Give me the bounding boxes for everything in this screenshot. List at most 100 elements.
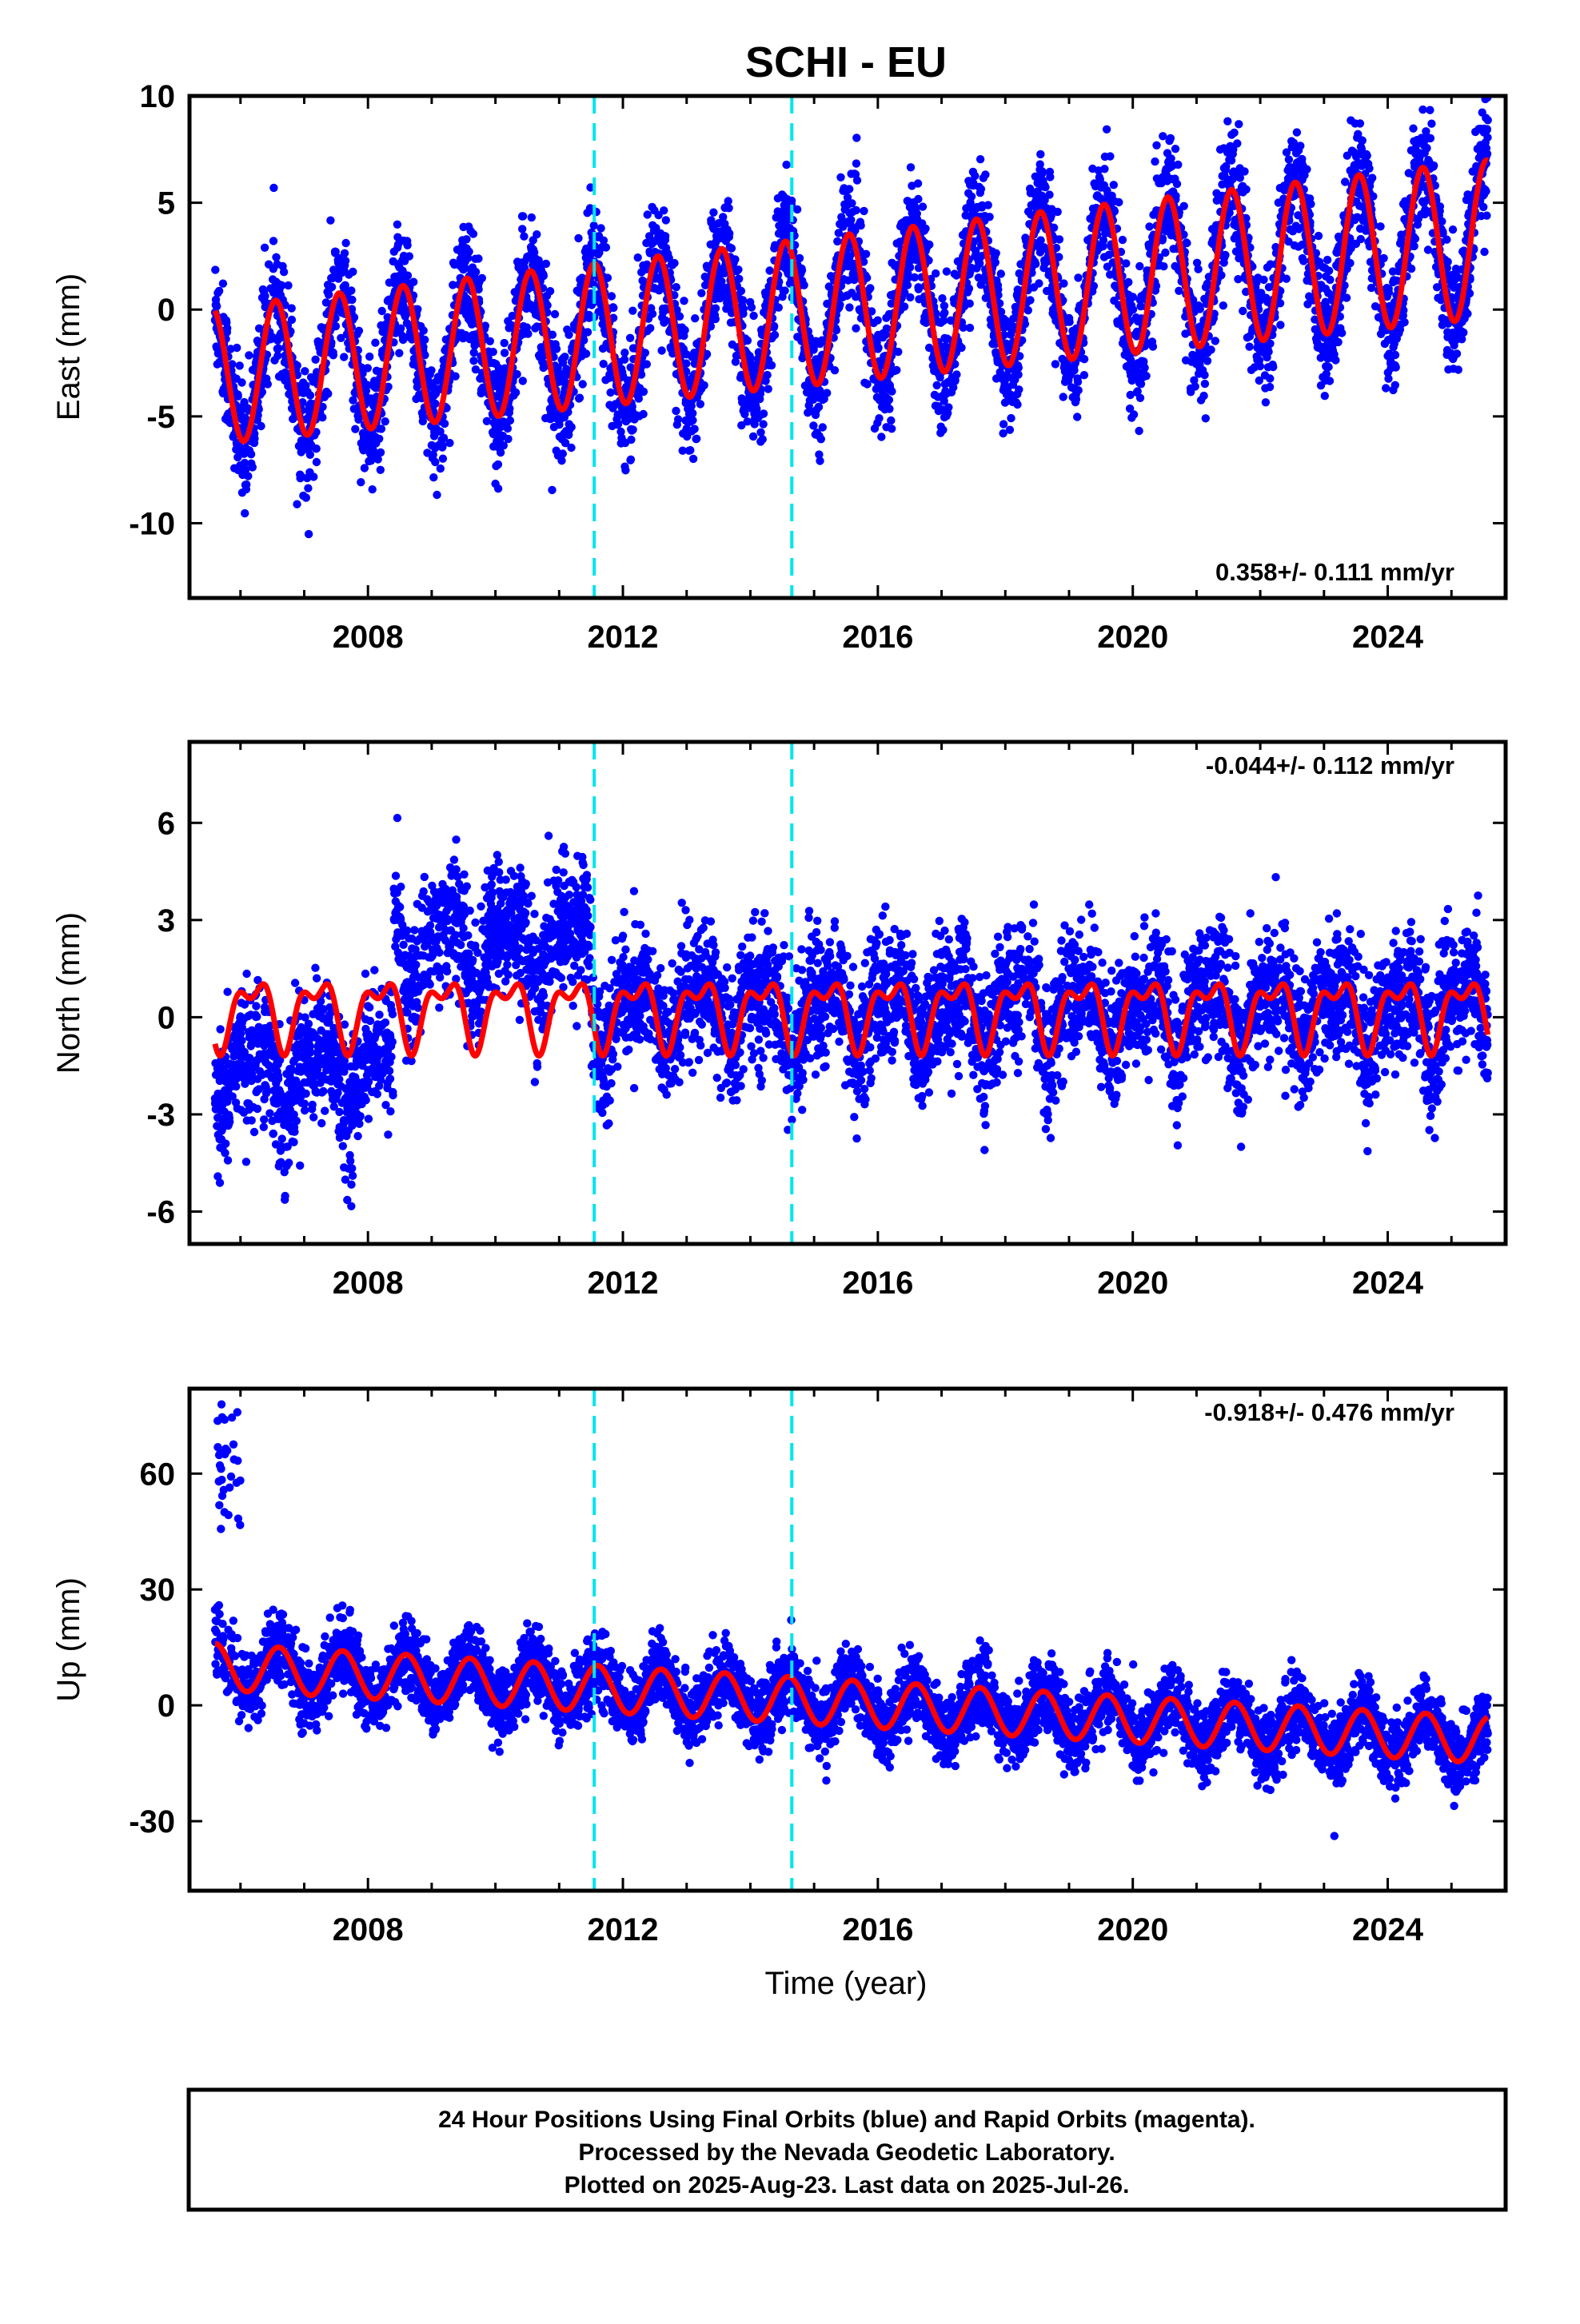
position-point xyxy=(877,433,886,441)
position-point xyxy=(1159,262,1168,271)
position-point xyxy=(393,220,402,229)
position-point xyxy=(1129,410,1139,419)
position-point xyxy=(381,417,389,426)
position-point xyxy=(309,472,318,481)
position-point xyxy=(1233,139,1242,148)
position-point xyxy=(639,387,648,397)
position-point xyxy=(583,328,592,337)
position-point xyxy=(465,247,473,256)
position-point xyxy=(298,398,307,407)
position-point xyxy=(433,490,441,500)
position-point xyxy=(682,359,691,368)
position-point xyxy=(1200,370,1209,380)
position-point xyxy=(260,243,269,252)
position-point xyxy=(780,286,789,295)
position-point xyxy=(500,349,509,357)
position-point xyxy=(1079,355,1089,364)
position-point xyxy=(764,385,772,393)
position-point xyxy=(1217,271,1226,280)
position-point xyxy=(1106,152,1115,161)
position-point xyxy=(696,400,704,409)
position-point xyxy=(1031,260,1040,269)
position-point xyxy=(513,369,521,379)
position-point xyxy=(578,380,587,389)
position-point xyxy=(724,197,732,205)
position-point xyxy=(1324,266,1334,275)
position-point xyxy=(1275,299,1285,308)
position-point xyxy=(727,244,736,253)
position-point xyxy=(503,424,513,433)
position-point xyxy=(952,370,961,379)
position-point xyxy=(903,281,912,289)
position-point xyxy=(1059,393,1067,401)
position-point xyxy=(1266,374,1275,383)
position-point xyxy=(533,230,541,239)
position-point xyxy=(759,409,768,418)
position-point xyxy=(984,201,992,209)
position-point xyxy=(272,253,281,261)
position-point xyxy=(866,284,875,293)
position-point xyxy=(965,299,974,308)
position-point xyxy=(449,281,457,289)
position-point xyxy=(634,394,643,403)
position-point xyxy=(493,460,503,469)
position-point xyxy=(800,281,808,289)
position-point xyxy=(670,258,679,268)
position-point xyxy=(331,247,340,256)
position-point xyxy=(263,380,272,389)
position-point xyxy=(301,367,309,376)
position-point xyxy=(341,238,350,248)
position-point xyxy=(349,396,357,405)
position-point xyxy=(575,393,585,402)
position-point xyxy=(1089,281,1099,290)
position-point xyxy=(1035,160,1044,169)
plot-area-east xyxy=(210,96,1492,598)
position-point xyxy=(419,342,428,352)
position-point xyxy=(910,273,920,282)
position-point xyxy=(603,273,612,282)
position-point xyxy=(1240,167,1249,176)
position-point xyxy=(852,176,862,185)
position-point xyxy=(914,194,923,204)
position-point xyxy=(1261,398,1271,407)
position-point xyxy=(539,271,548,281)
position-point xyxy=(686,446,695,455)
position-point xyxy=(244,472,253,480)
position-point xyxy=(377,425,386,433)
position-point xyxy=(326,216,335,225)
position-point xyxy=(557,456,566,465)
position-point xyxy=(596,224,605,233)
position-point xyxy=(940,309,949,317)
position-point xyxy=(991,258,1000,267)
position-point xyxy=(1055,235,1064,244)
position-point xyxy=(409,277,418,286)
position-point xyxy=(311,355,320,364)
position-point xyxy=(335,253,344,263)
position-point xyxy=(257,388,266,397)
position-point xyxy=(627,435,636,444)
position-point xyxy=(366,456,376,465)
position-point xyxy=(1314,231,1323,241)
position-point xyxy=(646,324,655,333)
position-point xyxy=(223,324,232,333)
position-point xyxy=(284,281,293,290)
position-point xyxy=(976,259,984,268)
position-point xyxy=(279,268,289,277)
position-point xyxy=(580,336,589,345)
position-point xyxy=(749,311,758,321)
position-point xyxy=(1338,329,1347,337)
position-point xyxy=(1303,165,1311,173)
position-point xyxy=(301,381,310,390)
position-point xyxy=(248,463,257,472)
position-point xyxy=(1324,362,1333,372)
position-point xyxy=(325,290,333,299)
position-point xyxy=(774,303,783,312)
position-point xyxy=(874,343,883,353)
position-point xyxy=(613,420,623,429)
position-point xyxy=(493,484,503,493)
position-point xyxy=(680,297,688,305)
position-point xyxy=(399,301,408,310)
position-point xyxy=(809,421,818,430)
position-point xyxy=(823,389,832,397)
